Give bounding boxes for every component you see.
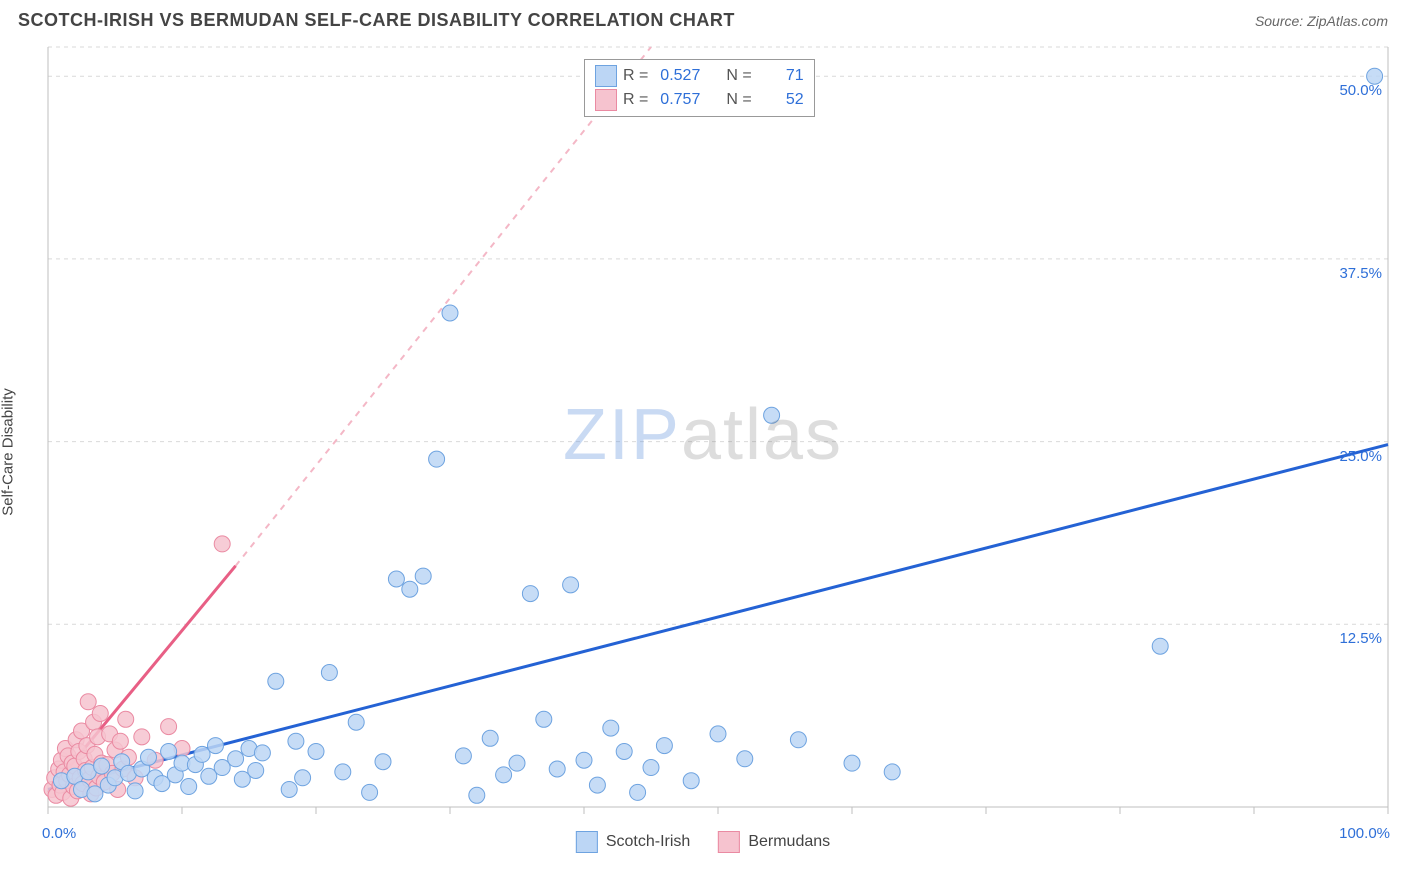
- r-label: R =: [623, 88, 648, 112]
- legend-item: Bermudans: [718, 831, 830, 853]
- chart-title: SCOTCH-IRISH VS BERMUDAN SELF-CARE DISAB…: [18, 10, 735, 31]
- legend-swatch: [595, 65, 617, 87]
- stats-legend-row: R =0.757 N = 52: [595, 88, 804, 112]
- legend-item: Scotch-Irish: [576, 831, 690, 853]
- n-label: N =: [726, 64, 751, 88]
- n-value: 52: [758, 88, 804, 112]
- stats-legend-box: R =0.527 N = 71 R =0.757 N = 52: [584, 59, 815, 117]
- y-axis-label: Self-Care Disability: [0, 388, 17, 516]
- n-label: N =: [726, 88, 751, 112]
- y-tick-label: 12.5%: [1339, 630, 1382, 647]
- legend-swatch: [595, 89, 617, 111]
- n-value: 71: [758, 64, 804, 88]
- y-tick-label: 37.5%: [1339, 265, 1382, 282]
- chart-area: Self-Care Disability ZIPatlas R =0.527N …: [0, 37, 1406, 867]
- legend-label: Scotch-Irish: [606, 833, 690, 851]
- chart-header: SCOTCH-IRISH VS BERMUDAN SELF-CARE DISAB…: [0, 0, 1406, 37]
- y-tick-label: 25.0%: [1339, 448, 1382, 465]
- stats-legend-row: R =0.527 N = 71: [595, 64, 804, 88]
- legend-label: Bermudans: [748, 833, 830, 851]
- legend-swatch: [576, 831, 598, 853]
- r-value: 0.757: [654, 88, 700, 112]
- x-tick-label: 0.0%: [42, 825, 76, 842]
- series-legend: Scotch-Irish Bermudans: [576, 831, 830, 853]
- y-tick-label: 50.0%: [1339, 82, 1382, 99]
- r-value: 0.527: [654, 64, 700, 88]
- r-label: R =: [623, 64, 648, 88]
- chart-source: Source: ZipAtlas.com: [1255, 13, 1388, 29]
- x-tick-label: 100.0%: [1339, 825, 1390, 842]
- legend-swatch: [718, 831, 740, 853]
- scatter-plot-svg: [0, 37, 1406, 867]
